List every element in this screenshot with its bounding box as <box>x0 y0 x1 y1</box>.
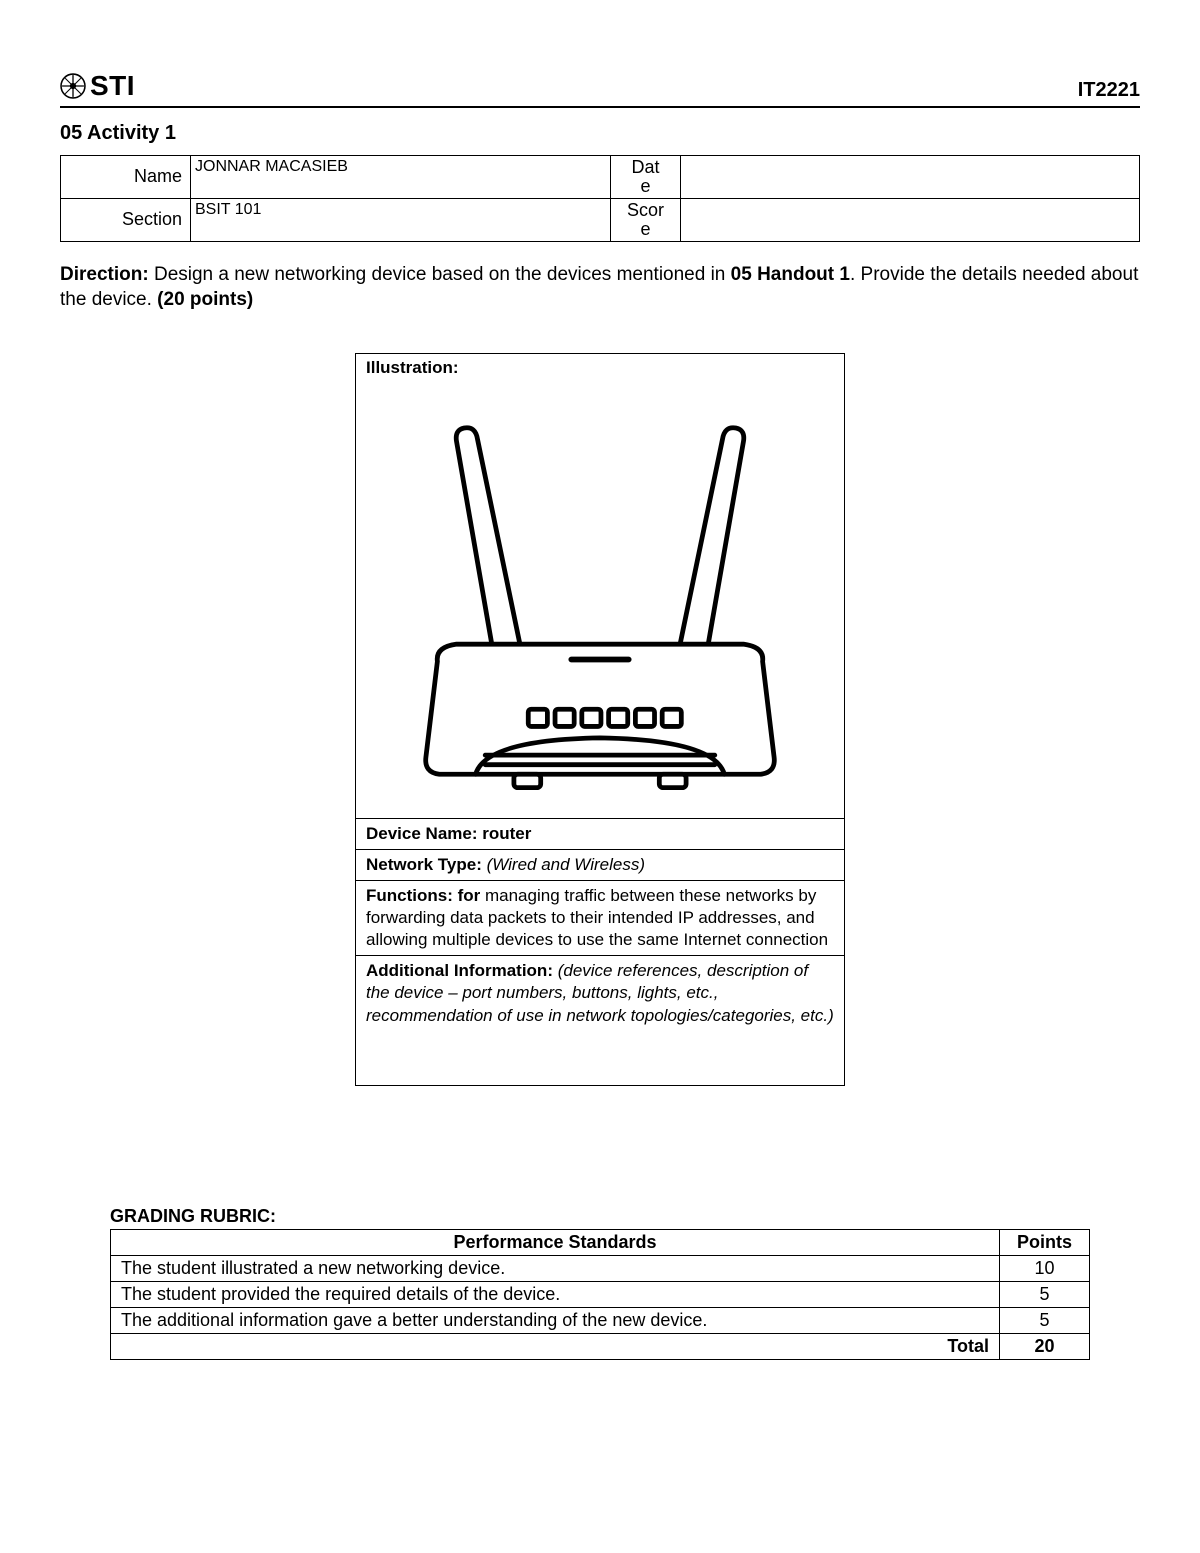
illustration-label: Illustration: <box>356 354 844 378</box>
device-name-row: Device Name: router <box>356 818 844 849</box>
score-value <box>681 198 1140 241</box>
direction-text: Direction: Design a new networking devic… <box>60 262 1140 313</box>
functions-row: Functions: for managing traffic between … <box>356 880 844 955</box>
date-value <box>681 156 1140 199</box>
rubric-header-row: Performance Standards Points <box>111 1230 1090 1256</box>
page: STI IT2221 05 Activity 1 Name JONNAR MAC… <box>0 0 1200 1553</box>
direction-bold1: 05 Handout 1 <box>731 264 850 285</box>
rubric-header-standard: Performance Standards <box>111 1230 1000 1256</box>
section-value: BSIT 101 <box>191 198 611 241</box>
info-row-section: Section BSIT 101 Scor e <box>61 198 1140 241</box>
rubric-total-label: Total <box>111 1334 1000 1360</box>
illustration-area <box>356 378 844 818</box>
network-type-label: Network Type: <box>366 855 487 874</box>
section-label: Section <box>61 198 191 241</box>
sti-emblem-icon <box>60 73 86 99</box>
rubric-standard-cell: The student illustrated a new networking… <box>111 1256 1000 1282</box>
additional-label: Additional Information: <box>366 961 558 980</box>
name-value: JONNAR MACASIEB <box>191 156 611 199</box>
functions-label: Functions: for <box>366 886 485 905</box>
activity-title: 05 Activity 1 <box>60 122 1140 145</box>
rubric-section: GRADING RUBRIC: Performance Standards Po… <box>110 1206 1090 1360</box>
name-label: Name <box>61 156 191 199</box>
info-row-name: Name JONNAR MACASIEB Dat e <box>61 156 1140 199</box>
rubric-title: GRADING RUBRIC: <box>110 1206 1090 1227</box>
direction-lead: Direction: <box>60 264 149 285</box>
network-type-value: (Wired and Wireless) <box>487 855 645 874</box>
rubric-points-cell: 5 <box>1000 1282 1090 1308</box>
rubric-points-cell: 10 <box>1000 1256 1090 1282</box>
router-illustration-icon <box>380 394 820 814</box>
course-code: IT2221 <box>1078 79 1140 102</box>
rubric-header-points: Points <box>1000 1230 1090 1256</box>
device-name-label: Device Name: <box>366 824 482 843</box>
rubric-total-value: 20 <box>1000 1334 1090 1360</box>
rubric-standard-cell: The student provided the required detail… <box>111 1282 1000 1308</box>
rubric-points-cell: 5 <box>1000 1308 1090 1334</box>
logo-text: STI <box>90 70 135 102</box>
rubric-row: The student illustrated a new networking… <box>111 1256 1090 1282</box>
info-table: Name JONNAR MACASIEB Dat e Section BSIT … <box>60 155 1140 242</box>
direction-bold2: (20 points) <box>157 289 253 310</box>
device-name-value: router <box>482 824 531 843</box>
rubric-table: Performance Standards Points The student… <box>110 1229 1090 1360</box>
device-box: Illustration: <box>355 353 845 1086</box>
rubric-row: The student provided the required detail… <box>111 1282 1090 1308</box>
date-label: Dat e <box>611 156 681 199</box>
network-type-row: Network Type: (Wired and Wireless) <box>356 849 844 880</box>
direction-body1: Design a new networking device based on … <box>149 264 731 285</box>
score-label: Scor e <box>611 198 681 241</box>
rubric-total-row: Total 20 <box>111 1334 1090 1360</box>
additional-info-row: Additional Information: (device referenc… <box>356 955 844 1085</box>
rubric-standard-cell: The additional information gave a better… <box>111 1308 1000 1334</box>
rubric-row: The additional information gave a better… <box>111 1308 1090 1334</box>
header: STI IT2221 <box>60 70 1140 108</box>
logo: STI <box>60 70 135 102</box>
